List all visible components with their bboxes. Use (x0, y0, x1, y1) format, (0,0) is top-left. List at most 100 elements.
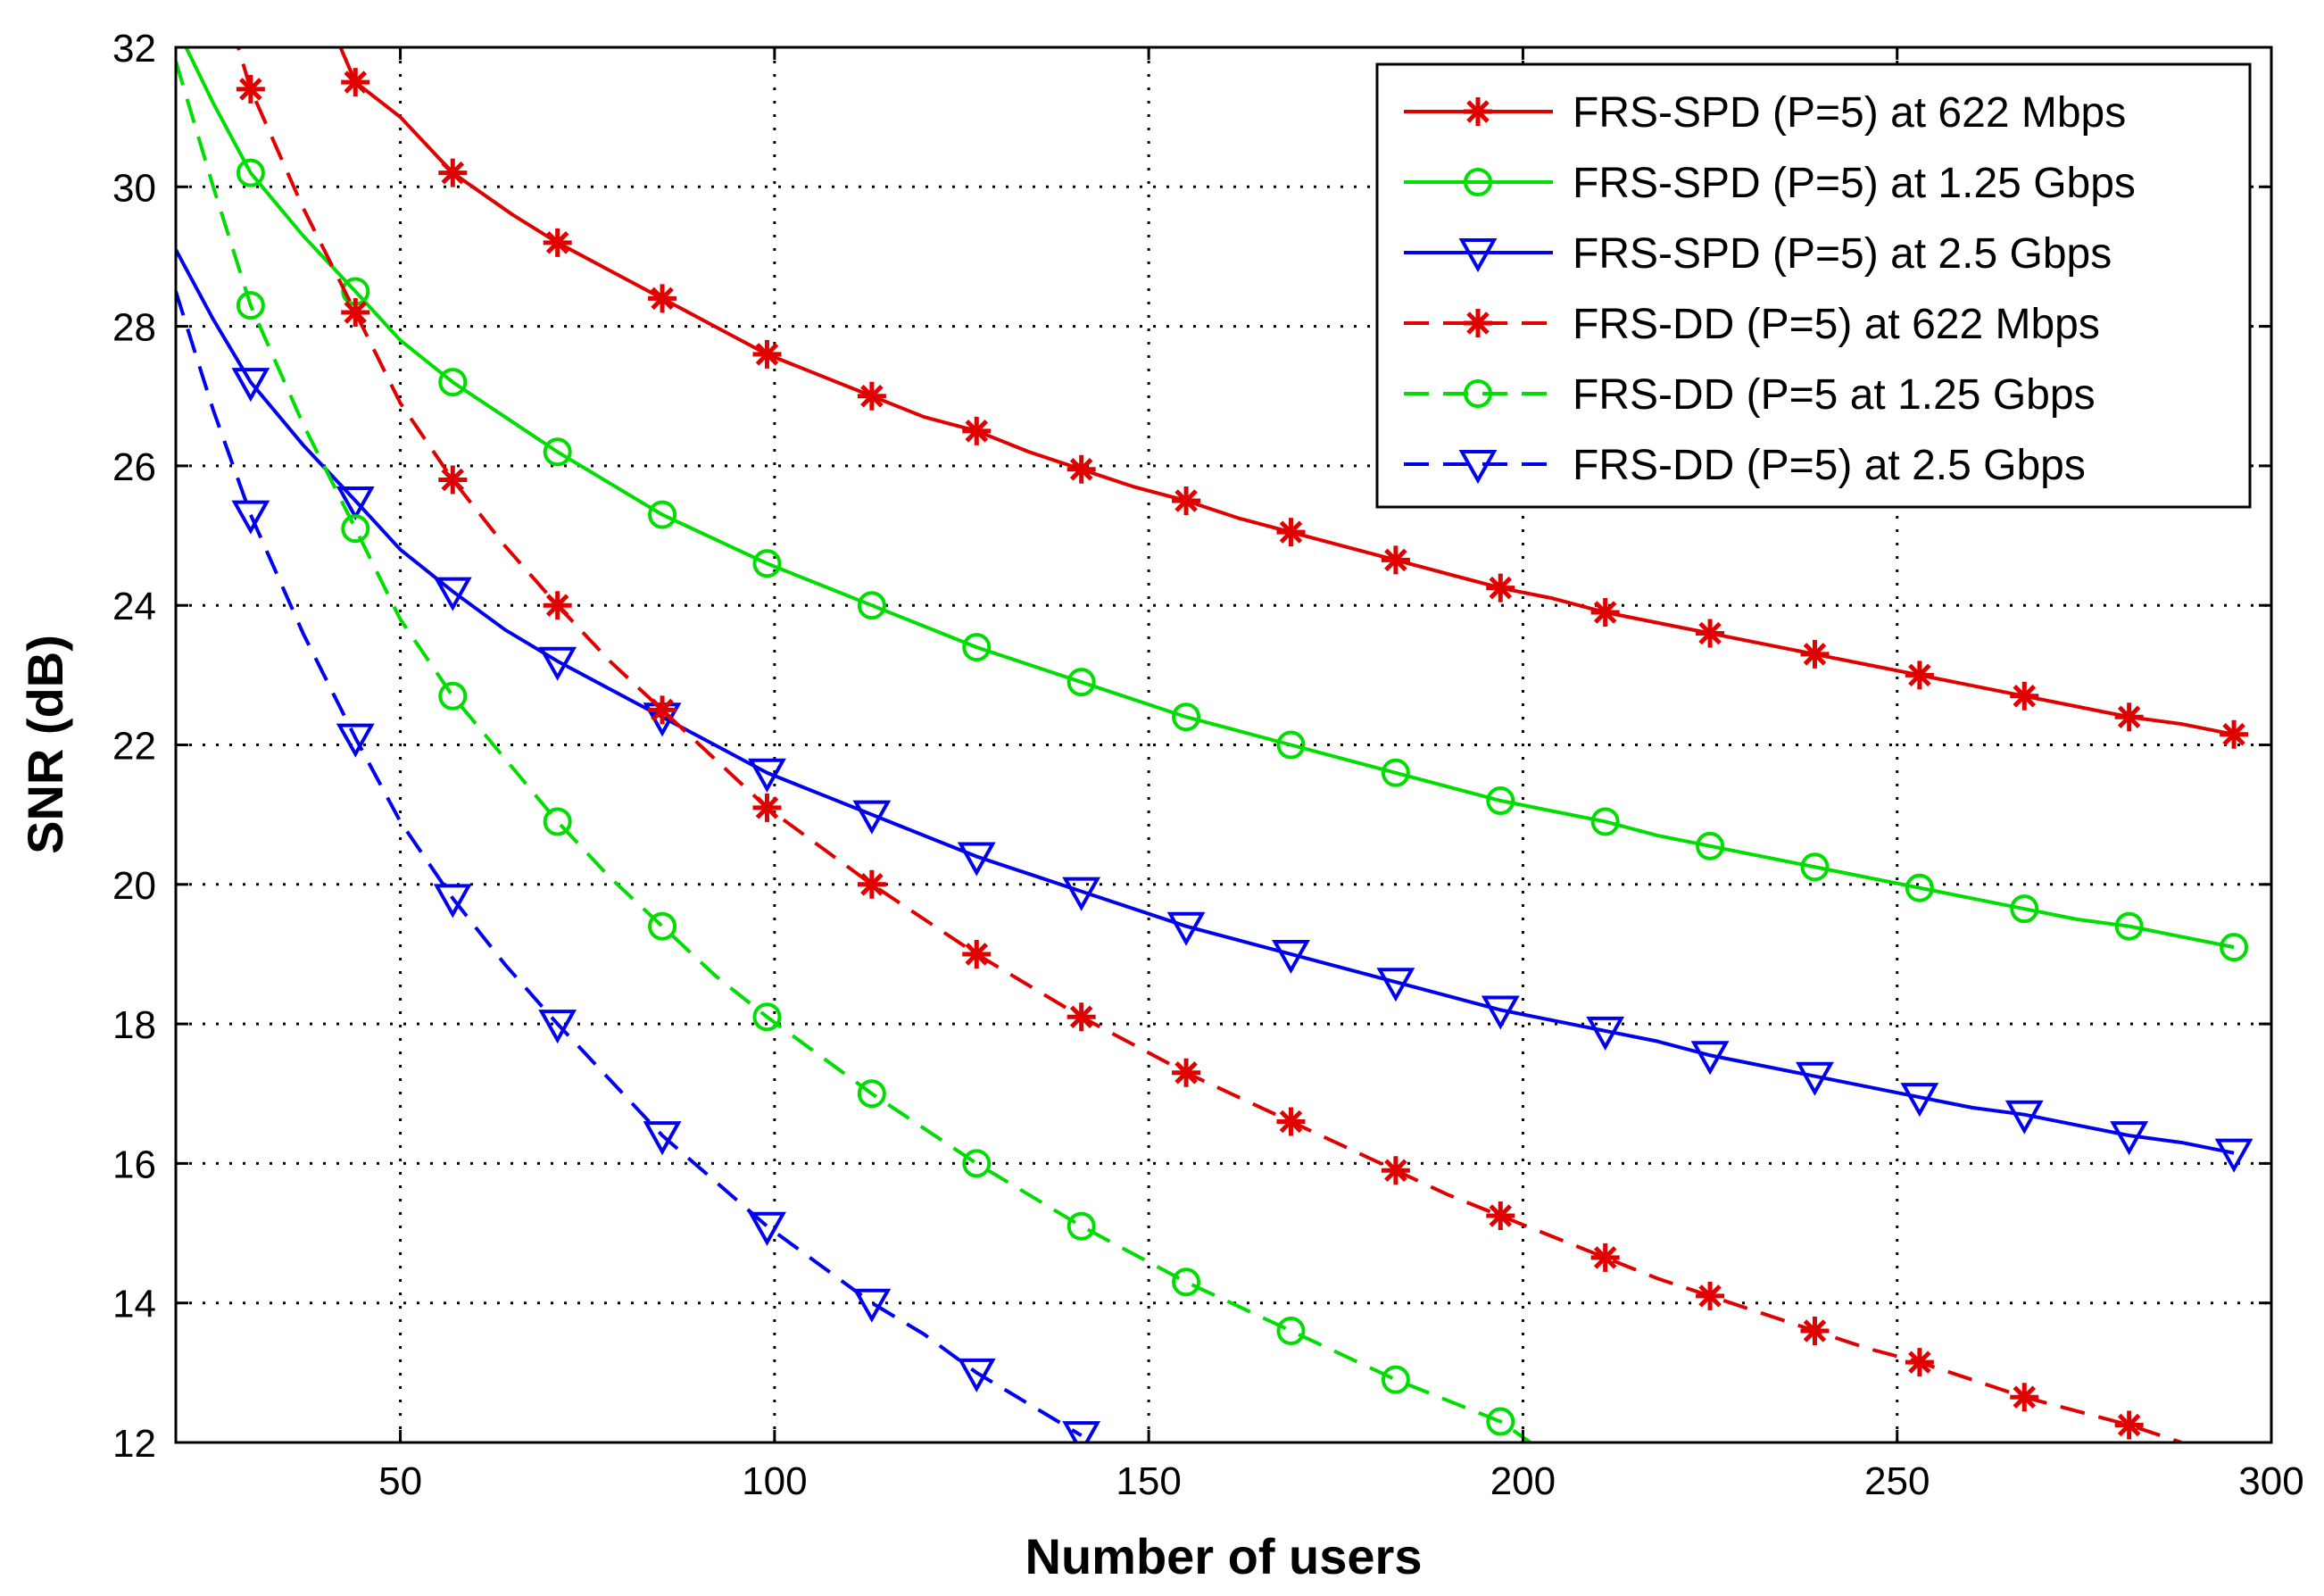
series-line (236, 47, 2183, 1442)
data-point (962, 939, 992, 968)
data-point (1376, 968, 1415, 1002)
data-point (1481, 995, 1520, 1030)
legend-label: FRS-SPD (P=5) at 622 Mbps (1573, 89, 2126, 137)
data-point (543, 807, 572, 836)
data-point (1067, 454, 1096, 484)
series-4 (236, 47, 2183, 1442)
data-point (341, 297, 370, 327)
data-point (1586, 1016, 1625, 1051)
data-point (752, 549, 782, 578)
data-point (433, 884, 472, 919)
x-tick-label: 200 (1490, 1459, 1556, 1503)
data-point (648, 911, 677, 941)
data-point (543, 228, 572, 257)
data-point (1905, 661, 1934, 690)
data-point (1900, 1083, 1939, 1118)
x-tick-label: 300 (2238, 1459, 2303, 1503)
legend-entry: FRS-DD (P=5) at 622 Mbps (1404, 301, 2100, 348)
data-point (1381, 545, 1410, 575)
legend-entry: FRS-DD (P=5 at 1.25 Gbps (1404, 371, 2096, 419)
data-point (962, 1149, 992, 1178)
y-axis-title: SNR (dB) (17, 635, 73, 854)
y-tick-label: 22 (112, 725, 156, 769)
data-point (1172, 1058, 1201, 1087)
x-tick-label: 50 (378, 1459, 422, 1503)
data-point (857, 381, 886, 411)
data-point (336, 486, 375, 521)
data-point (2010, 894, 2039, 924)
data-point (2114, 1410, 2144, 1440)
y-tick-label: 30 (112, 166, 156, 210)
data-point (1690, 1041, 1730, 1076)
series-line (176, 290, 1083, 1437)
legend-label: FRS-SPD (P=5) at 2.5 Gbps (1573, 230, 2112, 278)
legend-label: FRS-DD (P=5) at 622 Mbps (1573, 301, 2100, 348)
axis-ticks: 50 100 150 200 250 300 12 14 16 18 20 22 24 26 28 30 32 (112, 27, 2304, 1503)
data-point (438, 465, 468, 495)
series-5 (176, 61, 1531, 1442)
data-point (341, 68, 370, 97)
legend-entry: FRS-DD (P=5) at 2.5 Gbps (1404, 442, 2086, 489)
data-point (1276, 730, 1306, 760)
data-point (1172, 1268, 1201, 1297)
y-tick-label: 28 (112, 306, 156, 350)
data-point (857, 591, 886, 620)
data-point (1800, 1316, 1830, 1345)
legend-entry: FRS-SPD (P=5) at 1.25 Gbps (1404, 160, 2136, 207)
data-point (1067, 1211, 1096, 1241)
y-tick-label: 26 (112, 445, 156, 489)
data-point (648, 695, 677, 725)
legend-label: FRS-DD (P=5) at 2.5 Gbps (1573, 442, 2086, 489)
data-point (1590, 598, 1620, 628)
data-point (543, 591, 572, 620)
legend: FRS-SPD (P=5) at 622 Mbps FRS-SPD (P=5) a… (1375, 62, 2252, 509)
data-point (433, 577, 472, 611)
data-point (2220, 719, 2249, 749)
data-point (1486, 1201, 1515, 1231)
data-point (1276, 1316, 1306, 1345)
data-point (648, 284, 677, 313)
data-point (752, 793, 782, 822)
legend-label: FRS-SPD (P=5) at 1.25 Gbps (1573, 160, 2136, 207)
data-point (857, 869, 886, 899)
data-point (2010, 1383, 2039, 1412)
data-point (752, 1002, 782, 1032)
data-point (957, 1358, 996, 1392)
data-point (1486, 573, 1515, 603)
data-point (236, 74, 265, 104)
data-point (1590, 807, 1620, 836)
data-point (1381, 758, 1410, 787)
legend-box (1375, 62, 2252, 509)
y-tick-label: 18 (112, 1003, 156, 1047)
series-line (184, 47, 2235, 950)
data-point (538, 1010, 577, 1044)
y-tick-label: 32 (112, 27, 156, 71)
data-point (1486, 1407, 1515, 1436)
data-point (1800, 852, 1830, 882)
data-point (1905, 873, 1934, 902)
data-point (857, 1079, 886, 1109)
series-line (176, 61, 1531, 1442)
series-6 (176, 290, 1101, 1442)
series-3 (176, 248, 2253, 1173)
data-point (341, 514, 370, 544)
data-point (231, 368, 270, 403)
data-point (852, 1288, 892, 1323)
data-point (957, 842, 996, 877)
data-point (1696, 1281, 1725, 1310)
legend-marker (1458, 238, 1498, 273)
legend-marker (1464, 97, 1492, 126)
data-point (236, 158, 265, 187)
legend-marker (1464, 379, 1492, 408)
data-point (1172, 702, 1201, 732)
x-tick-label: 100 (742, 1459, 807, 1503)
data-point (336, 723, 375, 758)
data-point (2110, 1121, 2149, 1156)
data-point (643, 1121, 682, 1156)
legend-label: FRS-DD (P=5 at 1.25 Gbps (1573, 371, 2096, 419)
data-point (1486, 786, 1515, 816)
data-point (1272, 939, 1310, 975)
data-point (1276, 518, 1306, 547)
data-point (1062, 1421, 1101, 1442)
